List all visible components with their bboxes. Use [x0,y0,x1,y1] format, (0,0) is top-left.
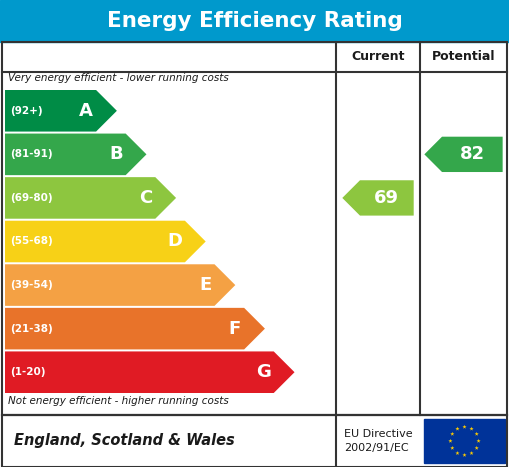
Polygon shape [450,446,455,450]
Polygon shape [450,432,455,436]
Polygon shape [5,308,265,349]
Text: (55-68): (55-68) [10,236,53,247]
Text: (1-20): (1-20) [10,367,45,377]
Text: Energy Efficiency Rating: Energy Efficiency Rating [106,11,403,31]
Text: (92+): (92+) [10,106,43,116]
Polygon shape [5,177,176,219]
Polygon shape [469,451,474,455]
Polygon shape [425,137,503,172]
Text: England, Scotland & Wales: England, Scotland & Wales [14,433,235,448]
Text: (69-80): (69-80) [10,193,52,203]
Polygon shape [5,221,206,262]
Polygon shape [5,134,147,175]
Polygon shape [5,264,235,306]
Polygon shape [462,453,467,457]
Bar [0,0,509,42]
Text: B: B [109,145,123,163]
Text: 69: 69 [374,189,400,207]
Polygon shape [469,427,474,431]
Polygon shape [474,432,479,436]
Polygon shape [462,425,467,429]
Text: D: D [167,233,182,250]
Text: 2002/91/EC: 2002/91/EC [344,443,409,453]
Polygon shape [5,90,117,132]
Text: A: A [79,102,93,120]
Polygon shape [448,439,453,443]
Text: (21-38): (21-38) [10,324,53,333]
Polygon shape [476,439,480,443]
Text: Not energy efficient - higher running costs: Not energy efficient - higher running co… [8,396,229,406]
Text: C: C [139,189,152,207]
Text: (39-54): (39-54) [10,280,53,290]
Polygon shape [456,427,460,431]
Text: Current: Current [351,50,405,64]
Bar [2,415,507,467]
Text: Very energy efficient - lower running costs: Very energy efficient - lower running co… [8,73,229,83]
Text: F: F [229,319,241,338]
Bar [2,42,507,415]
Text: E: E [199,276,212,294]
Text: Potential: Potential [432,50,495,64]
Bar [424,419,505,463]
Polygon shape [342,180,414,216]
Text: (81-91): (81-91) [10,149,52,159]
Text: 82: 82 [460,145,485,163]
Polygon shape [5,352,295,393]
Polygon shape [474,446,479,450]
Text: EU Directive: EU Directive [344,429,413,439]
Polygon shape [456,451,460,455]
Text: G: G [256,363,271,381]
